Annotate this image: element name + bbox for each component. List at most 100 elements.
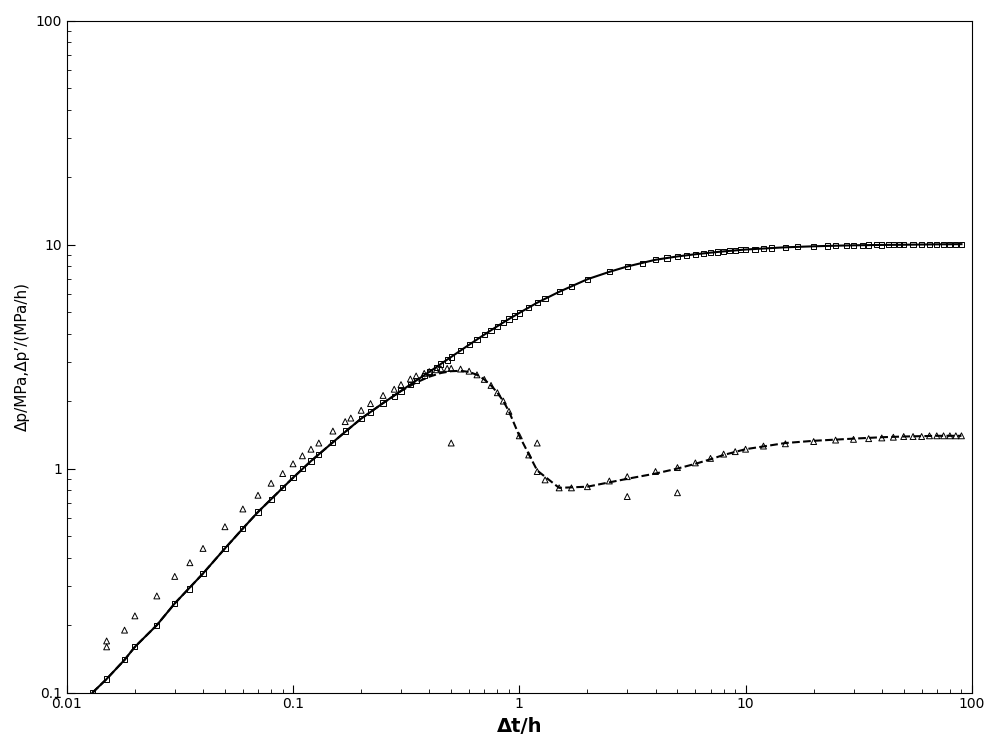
Point xyxy=(914,430,930,442)
Point xyxy=(167,598,183,610)
Point xyxy=(182,583,198,595)
Point xyxy=(443,363,459,375)
Point xyxy=(439,363,455,375)
Point xyxy=(716,448,732,460)
Point xyxy=(529,466,545,478)
Point xyxy=(659,252,675,264)
Point xyxy=(563,281,579,293)
Point xyxy=(195,542,211,554)
Point xyxy=(235,503,251,515)
Point xyxy=(727,244,743,256)
Point xyxy=(501,406,517,418)
Point xyxy=(408,375,424,387)
Point xyxy=(738,443,754,455)
Point xyxy=(294,450,310,462)
Point xyxy=(402,379,418,391)
Point xyxy=(601,475,617,487)
Point xyxy=(936,238,952,250)
Point xyxy=(294,463,310,475)
Point xyxy=(433,358,449,370)
Point xyxy=(790,240,806,252)
Point xyxy=(861,433,877,445)
Point xyxy=(777,438,793,450)
Point xyxy=(127,641,143,653)
Point xyxy=(634,257,650,269)
Point xyxy=(885,431,901,443)
Point xyxy=(461,339,477,351)
Point xyxy=(217,520,233,532)
Point xyxy=(874,239,890,251)
Point xyxy=(869,239,885,251)
Point xyxy=(846,433,862,445)
Point xyxy=(921,238,937,250)
Point xyxy=(195,568,211,580)
Y-axis label: Δp/MPa,Δp’/(MPa/h): Δp/MPa,Δp’/(MPa/h) xyxy=(15,282,30,431)
Point xyxy=(275,482,291,494)
Point xyxy=(428,361,444,373)
Point xyxy=(819,240,835,252)
Point xyxy=(896,430,912,442)
Point xyxy=(421,366,437,378)
Point xyxy=(648,466,664,478)
Point xyxy=(263,477,279,489)
Point xyxy=(489,387,505,399)
Point xyxy=(929,430,945,442)
Point xyxy=(235,523,251,535)
Point xyxy=(695,247,711,259)
Point xyxy=(393,385,409,397)
Point xyxy=(117,654,133,666)
Point xyxy=(217,542,233,554)
Point xyxy=(443,437,459,449)
Point xyxy=(363,397,379,409)
X-axis label: Δt/h: Δt/h xyxy=(497,717,542,736)
Point xyxy=(506,310,522,322)
Point xyxy=(167,571,183,583)
Point xyxy=(363,406,379,418)
Point xyxy=(855,239,871,251)
Point xyxy=(501,313,517,325)
Point xyxy=(416,369,432,382)
Point xyxy=(489,320,505,332)
Point xyxy=(439,354,455,366)
Point xyxy=(149,619,165,631)
Point xyxy=(648,254,664,266)
Point xyxy=(469,333,485,345)
Point xyxy=(263,493,279,505)
Point xyxy=(353,412,369,424)
Point xyxy=(839,240,855,252)
Point xyxy=(703,246,719,258)
Point xyxy=(881,239,897,251)
Point xyxy=(537,474,553,486)
Point xyxy=(521,302,537,314)
Point xyxy=(99,673,115,685)
Point xyxy=(337,415,353,427)
Point xyxy=(495,395,511,407)
Point xyxy=(433,363,449,375)
Point xyxy=(416,367,432,379)
Point xyxy=(948,238,964,250)
Point xyxy=(619,261,635,273)
Point xyxy=(386,383,402,395)
Point xyxy=(303,443,319,455)
Point xyxy=(861,239,877,251)
Point xyxy=(311,437,327,449)
Point xyxy=(99,635,115,647)
Point xyxy=(669,462,685,474)
Point xyxy=(529,437,545,449)
Point xyxy=(687,457,703,469)
Point xyxy=(777,241,793,253)
Point xyxy=(476,329,492,341)
Point xyxy=(551,482,567,494)
Point xyxy=(733,244,749,256)
Point xyxy=(511,430,527,442)
Point xyxy=(755,243,771,255)
Point xyxy=(375,390,391,402)
Point xyxy=(537,292,553,304)
Point xyxy=(874,432,890,444)
Point xyxy=(942,430,958,442)
Point xyxy=(921,430,937,442)
Point xyxy=(476,373,492,385)
Point xyxy=(806,436,822,448)
Point xyxy=(601,266,617,278)
Point xyxy=(275,468,291,480)
